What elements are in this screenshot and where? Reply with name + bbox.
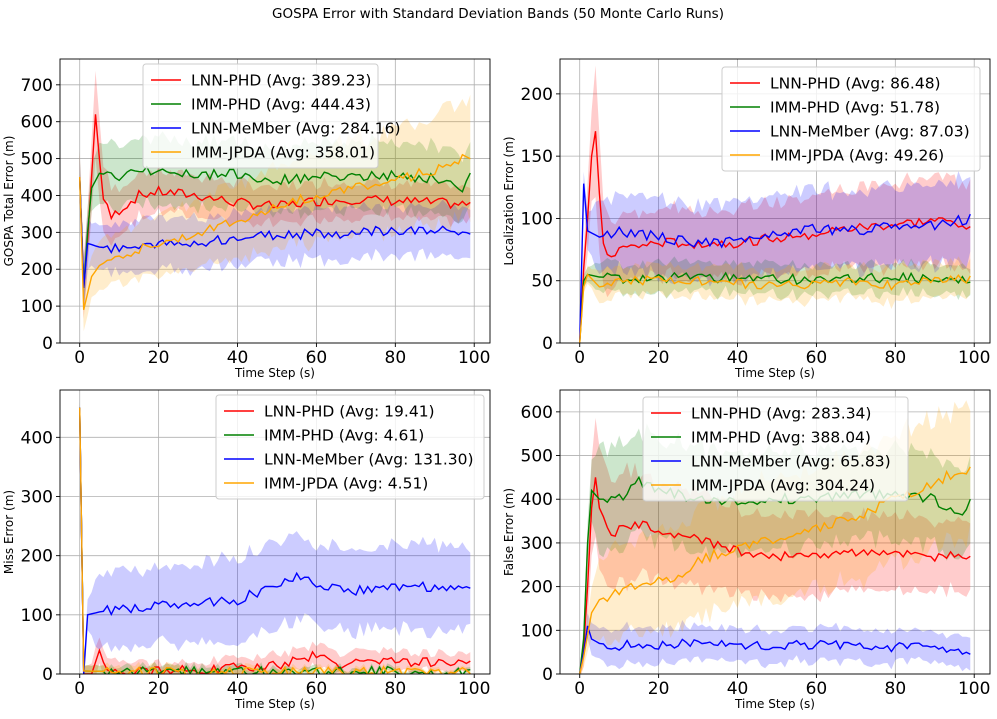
legend-entry: LNN-PHD (Avg: 86.48): [770, 75, 941, 93]
y-tick-label: 100: [21, 297, 53, 317]
legend-entry: IMM-JPDA (Avg: 4.51): [264, 475, 428, 493]
legend-entry: IMM-JPDA (Avg: 304.24): [691, 477, 875, 495]
y-axis-label: Localization Error (m): [502, 136, 516, 265]
y-tick-label: 400: [21, 428, 53, 448]
x-tick-label: 0: [574, 679, 585, 699]
y-tick-label: 100: [21, 606, 53, 626]
legend-entry: IMM-JPDA (Avg: 49.26): [770, 147, 944, 165]
y-tick-label: 200: [521, 85, 553, 105]
legend-entry: IMM-JPDA (Avg: 358.01): [191, 144, 375, 162]
y-tick-label: 150: [521, 147, 553, 167]
y-tick-label: 100: [521, 209, 553, 229]
y-tick-label: 700: [21, 76, 53, 96]
x-tick-label: 100: [958, 679, 990, 699]
y-tick-label: 100: [521, 621, 553, 641]
legend-entry: LNN-PHD (Avg: 19.41): [264, 403, 435, 421]
legend-entry: LNN-MeMber (Avg: 87.03): [770, 123, 970, 141]
legend-entry: IMM-PHD (Avg: 4.61): [264, 427, 424, 445]
y-tick-label: 0: [42, 665, 53, 685]
x-axis-label: Time Step (s): [734, 697, 815, 711]
x-axis-label: Time Step (s): [234, 366, 315, 380]
y-tick-label: 400: [521, 490, 553, 510]
y-tick-label: 0: [542, 665, 553, 685]
legend-entry: LNN-PHD (Avg: 389.23): [191, 72, 371, 90]
y-tick-label: 50: [531, 272, 553, 292]
y-tick-label: 300: [521, 534, 553, 554]
legend-entry: IMM-PHD (Avg: 51.78): [770, 99, 940, 117]
x-axis-label: Time Step (s): [734, 366, 815, 380]
x-tick-label: 100: [958, 348, 990, 368]
legend: LNN-PHD (Avg: 19.41) IMM-PHD (Avg: 4.61) L…: [216, 395, 484, 499]
x-tick-label: 60: [306, 679, 328, 699]
legend-entry: LNN-MeMber (Avg: 65.83): [691, 453, 891, 471]
figure: GOSPA Error with Standard Deviation Band…: [0, 0, 997, 719]
y-tick-label: 200: [521, 578, 553, 598]
legend-entry: LNN-PHD (Avg: 283.34): [691, 405, 871, 423]
x-tick-label: 80: [385, 679, 407, 699]
x-tick-label: 40: [227, 679, 249, 699]
y-tick-label: 300: [21, 488, 53, 508]
y-tick-label: 200: [21, 260, 53, 280]
legend-entry: LNN-MeMber (Avg: 284.16): [191, 120, 401, 138]
x-tick-label: 40: [727, 348, 749, 368]
x-tick-label: 60: [306, 348, 328, 368]
x-tick-label: 20: [148, 348, 170, 368]
y-tick-label: 600: [521, 403, 553, 423]
x-tick-label: 20: [648, 679, 670, 699]
y-axis-label: GOSPA Total Error (m): [2, 136, 16, 267]
legend: LNN-PHD (Avg: 86.48) IMM-PHD (Avg: 51.78)…: [722, 67, 980, 171]
legend: LNN-PHD (Avg: 389.23) IMM-PHD (Avg: 444.4…: [143, 64, 401, 168]
legend: LNN-PHD (Avg: 283.34) IMM-PHD (Avg: 388.0…: [643, 397, 908, 501]
y-axis-label: False Error (m): [502, 488, 516, 576]
y-tick-label: 500: [21, 150, 53, 170]
y-tick-label: 600: [21, 113, 53, 133]
x-tick-label: 0: [574, 348, 585, 368]
x-tick-label: 20: [648, 348, 670, 368]
x-tick-label: 20: [148, 679, 170, 699]
y-tick-label: 0: [42, 334, 53, 354]
legend-entry: LNN-MeMber (Avg: 131.30): [264, 451, 474, 469]
y-tick-label: 200: [21, 547, 53, 567]
figure-title: GOSPA Error with Standard Deviation Band…: [272, 6, 724, 22]
x-tick-label: 100: [458, 679, 490, 699]
x-tick-label: 60: [806, 679, 828, 699]
legend-entry: IMM-PHD (Avg: 444.43): [191, 96, 371, 114]
x-tick-label: 80: [385, 348, 407, 368]
x-tick-label: 60: [806, 348, 828, 368]
x-tick-label: 80: [885, 348, 907, 368]
y-tick-label: 400: [21, 186, 53, 206]
x-axis-label: Time Step (s): [234, 697, 315, 711]
x-tick-label: 100: [458, 348, 490, 368]
legend-entry: IMM-PHD (Avg: 388.04): [691, 429, 871, 447]
y-tick-label: 300: [21, 223, 53, 243]
x-tick-label: 40: [227, 348, 249, 368]
y-tick-label: 0: [542, 334, 553, 354]
y-tick-label: 500: [521, 447, 553, 467]
x-tick-label: 0: [74, 348, 85, 368]
x-tick-label: 40: [727, 679, 749, 699]
x-tick-label: 80: [885, 679, 907, 699]
x-tick-label: 0: [74, 679, 85, 699]
y-axis-label: Miss Error (m): [2, 490, 16, 574]
